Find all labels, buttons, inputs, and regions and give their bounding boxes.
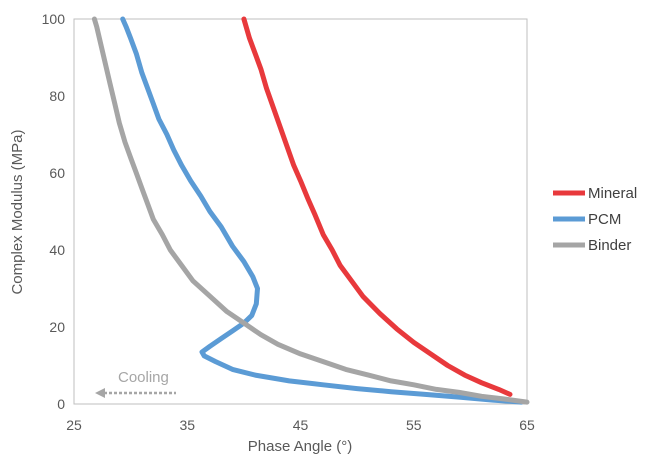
x-tick-label: 45 xyxy=(293,417,309,433)
series-line-pcm xyxy=(120,16,524,405)
y-tick-label: 100 xyxy=(42,11,66,27)
legend-label-pcm: PCM xyxy=(588,211,621,228)
series-line-mineral xyxy=(241,16,513,397)
x-axis-title: Phase Angle (°) xyxy=(248,438,352,455)
plot-area xyxy=(73,18,528,405)
y-axis-title: Complex Modulus (MPa) xyxy=(9,129,26,294)
y-tick-label: 60 xyxy=(49,165,65,181)
cooling-arrow-head xyxy=(95,388,105,398)
legend: Mineral PCM Binder xyxy=(553,185,637,254)
y-tick-label: 40 xyxy=(49,242,65,258)
x-tick-labels: 25 35 45 55 65 xyxy=(66,417,535,433)
legend-label-mineral: Mineral xyxy=(588,185,637,202)
cooling-label: Cooling xyxy=(118,369,169,386)
y-tick-label: 80 xyxy=(49,88,65,104)
y-tick-labels: 0 20 40 60 80 100 xyxy=(42,11,66,412)
x-tick-label: 65 xyxy=(519,417,535,433)
x-tick-label: 55 xyxy=(406,417,422,433)
legend-label-binder: Binder xyxy=(588,237,631,254)
series-layer xyxy=(91,16,530,405)
cooling-annotation: Cooling xyxy=(95,369,176,398)
y-tick-label: 0 xyxy=(57,396,65,412)
x-tick-label: 25 xyxy=(66,417,82,433)
x-tick-label: 35 xyxy=(179,417,195,433)
series-line-binder xyxy=(91,16,530,405)
y-tick-label: 20 xyxy=(49,319,65,335)
